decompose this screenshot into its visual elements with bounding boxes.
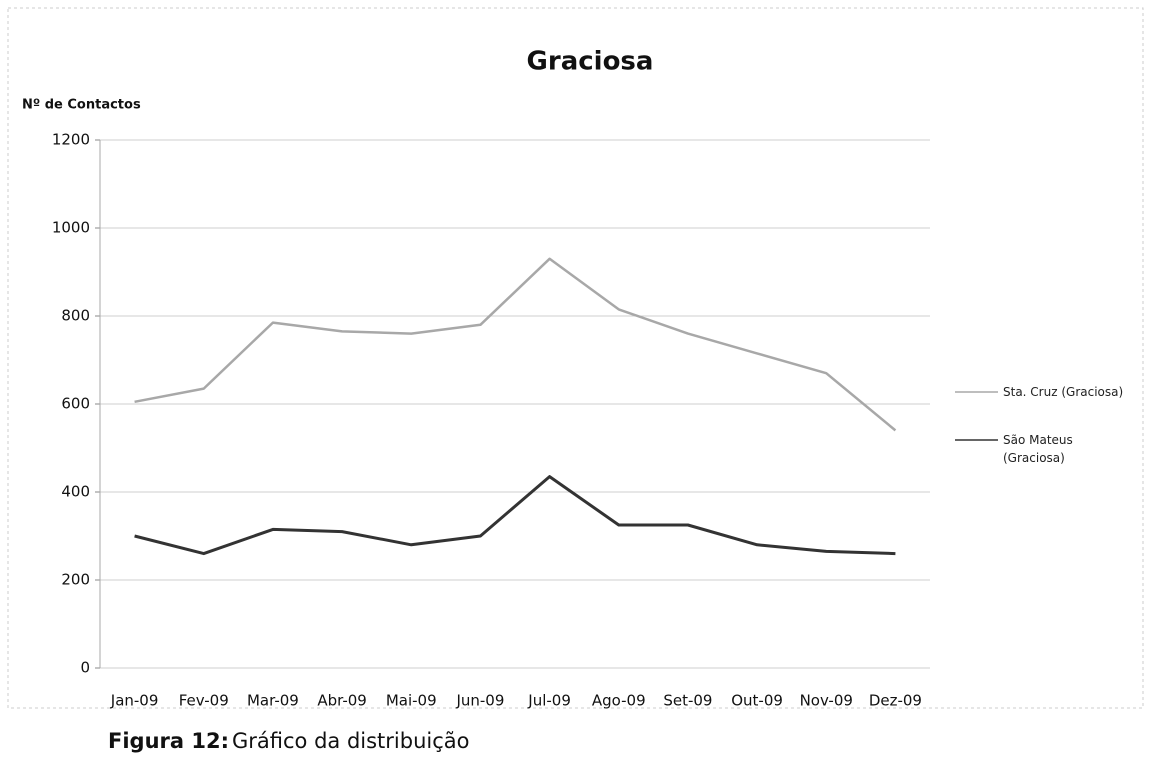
caption-text: Gráfico da distribuição: [232, 729, 470, 753]
series-line: [134, 257, 897, 432]
x-tick-label: Set-09: [663, 692, 712, 710]
x-tick-label: Mar-09: [247, 692, 299, 710]
caption-label: Figura 12:: [108, 729, 229, 753]
x-tick-label: Ago-09: [592, 692, 646, 710]
x-tick-label: Jul-09: [527, 692, 571, 710]
x-tick-label: Nov-09: [800, 692, 853, 710]
chart-border: [7, 7, 1144, 709]
chart-title: Graciosa: [527, 47, 654, 77]
x-tick-label: Mai-09: [386, 692, 437, 710]
y-tick-label: 1000: [52, 219, 90, 237]
y-tick-label: 200: [61, 571, 90, 589]
y-tick-label: 1200: [52, 131, 90, 149]
x-tick-label: Jun-09: [455, 692, 504, 710]
x-tick-label: Fev-09: [179, 692, 229, 710]
x-tick-label: Jan-09: [110, 692, 159, 710]
x-tick-label: Abr-09: [317, 692, 367, 710]
y-axis-label: Nº de Contactos: [22, 98, 141, 113]
y-tick-label: 400: [61, 483, 90, 501]
y-tick-label: 600: [61, 395, 90, 413]
legend-label: Sta. Cruz (Graciosa): [1003, 385, 1124, 399]
y-tick-label: 0: [80, 659, 90, 677]
series-line: [134, 475, 896, 556]
legend-label: São Mateus (Graciosa): [1003, 433, 1073, 465]
y-tick-label: 800: [61, 307, 90, 325]
x-tick-label: Out-09: [731, 692, 783, 710]
x-tick-label: Dez-09: [869, 692, 922, 710]
